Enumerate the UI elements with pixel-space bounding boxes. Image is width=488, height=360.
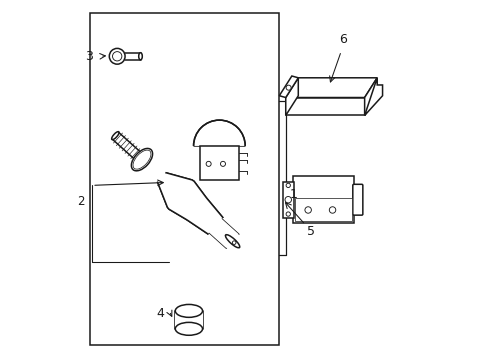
Polygon shape bbox=[285, 78, 298, 116]
Circle shape bbox=[206, 161, 211, 166]
Bar bbox=[282, 182, 293, 218]
Polygon shape bbox=[279, 76, 298, 98]
Polygon shape bbox=[285, 98, 364, 116]
Ellipse shape bbox=[111, 132, 119, 140]
Text: 1: 1 bbox=[289, 188, 297, 201]
Ellipse shape bbox=[175, 305, 202, 318]
Polygon shape bbox=[202, 213, 238, 248]
Circle shape bbox=[232, 241, 236, 244]
Circle shape bbox=[285, 183, 290, 188]
Wedge shape bbox=[193, 120, 244, 146]
Polygon shape bbox=[364, 78, 382, 116]
Ellipse shape bbox=[131, 148, 152, 171]
Bar bbox=[90, 13, 278, 345]
Circle shape bbox=[220, 161, 225, 166]
Polygon shape bbox=[285, 78, 376, 98]
Text: 2: 2 bbox=[78, 195, 85, 208]
Polygon shape bbox=[157, 173, 222, 234]
Polygon shape bbox=[175, 311, 202, 329]
FancyBboxPatch shape bbox=[352, 184, 362, 215]
Circle shape bbox=[285, 212, 290, 216]
Text: 4: 4 bbox=[156, 307, 164, 320]
Bar bbox=[292, 176, 353, 223]
Polygon shape bbox=[364, 78, 376, 116]
Text: 6: 6 bbox=[339, 32, 346, 45]
Text: 3: 3 bbox=[85, 50, 93, 63]
Circle shape bbox=[109, 48, 125, 64]
Circle shape bbox=[112, 51, 122, 61]
Ellipse shape bbox=[139, 53, 142, 60]
Ellipse shape bbox=[225, 235, 239, 248]
Text: 5: 5 bbox=[306, 225, 314, 238]
Ellipse shape bbox=[175, 322, 202, 335]
Bar bbox=[294, 198, 351, 221]
Circle shape bbox=[285, 85, 290, 90]
Bar bbox=[199, 146, 239, 180]
Circle shape bbox=[305, 207, 311, 213]
Circle shape bbox=[328, 207, 335, 213]
Circle shape bbox=[285, 197, 291, 203]
